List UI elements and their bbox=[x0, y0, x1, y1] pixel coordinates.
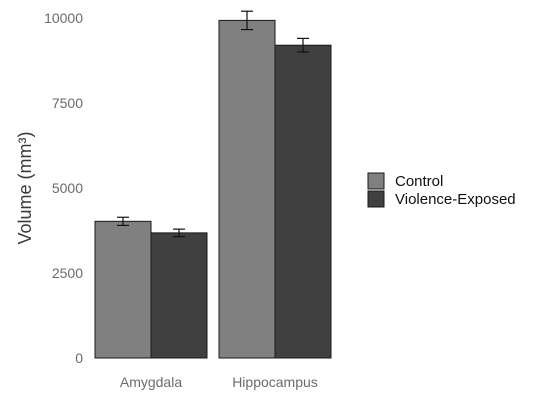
x-axis: Amygdala Hippocampus bbox=[120, 374, 318, 390]
bar-amygdala-control bbox=[94, 220, 152, 359]
bar-hippocampus-control bbox=[218, 19, 276, 359]
bar-amygdala-violence-exposed bbox=[150, 232, 208, 359]
legend-swatch bbox=[367, 190, 385, 208]
x-tick-label: Amygdala bbox=[120, 374, 182, 390]
y-tick-label: 7500 bbox=[52, 95, 83, 111]
y-axis-title: Volume (mm³) bbox=[15, 131, 35, 244]
bars bbox=[94, 19, 332, 359]
y-tick-label: 2500 bbox=[52, 265, 83, 281]
legend-swatch bbox=[367, 172, 385, 190]
y-tick-label: 10000 bbox=[44, 10, 83, 26]
y-axis: 0 2500 5000 7500 10000 bbox=[44, 10, 83, 366]
y-tick-label: 5000 bbox=[52, 180, 83, 196]
bar-hippocampus-violence-exposed bbox=[274, 44, 332, 359]
legend-label: Control bbox=[395, 173, 443, 190]
legend-label: Violence-Exposed bbox=[395, 191, 516, 208]
y-tick-label: 0 bbox=[75, 350, 83, 366]
x-tick-label: Hippocampus bbox=[232, 374, 318, 390]
error-bars bbox=[117, 10, 309, 238]
